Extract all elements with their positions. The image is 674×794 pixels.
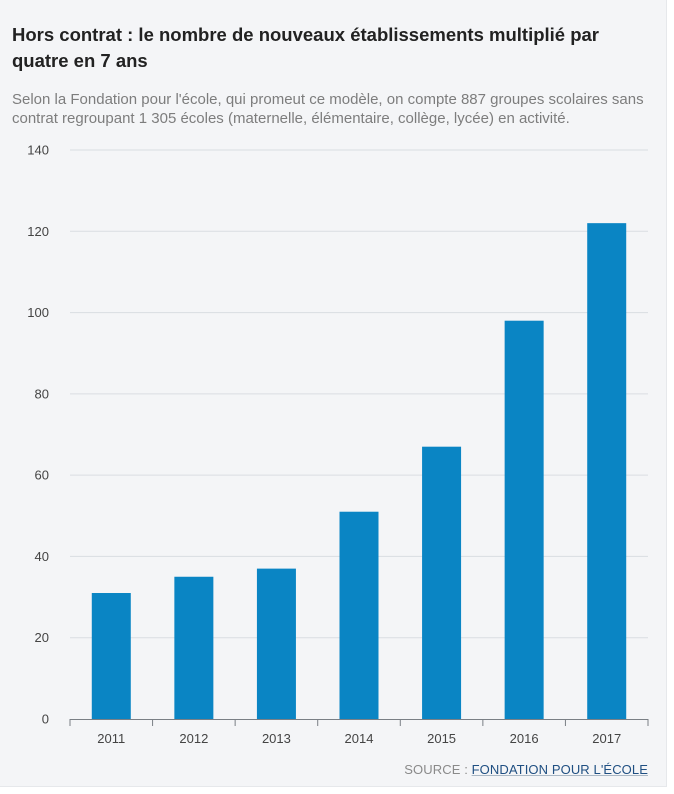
bar <box>174 576 214 719</box>
source-link[interactable]: FONDATION POUR L'ÉCOLE <box>471 762 648 777</box>
source-line: SOURCE : FONDATION POUR L'ÉCOLE <box>404 762 648 777</box>
chart-title: Hors contrat : le nombre de nouveaux éta… <box>12 24 600 71</box>
x-tick-label: 2011 <box>97 731 125 746</box>
chart-subtitle: Selon la Fondation pour l'école, qui pro… <box>12 91 644 127</box>
y-tick-label: 120 <box>27 224 49 239</box>
bar <box>91 593 131 719</box>
y-tick-label: 100 <box>27 305 49 320</box>
bar <box>256 568 296 719</box>
y-tick-label: 140 <box>27 143 49 158</box>
bar-chart: 0 20 40 60 80 100 120 140 2011 2012 2013 2014 2015 20… <box>27 143 649 746</box>
x-tick-label: 2013 <box>262 731 291 746</box>
y-tick-label: 60 <box>35 468 49 483</box>
y-tick-label: 0 <box>42 712 49 727</box>
x-tick-label: 2015 <box>427 731 456 746</box>
bar <box>504 320 544 719</box>
source-prefix: SOURCE : <box>404 762 472 777</box>
x-tick-label: 2016 <box>510 731 539 746</box>
y-tick-label: 40 <box>35 549 49 564</box>
y-tick-label: 80 <box>35 386 49 401</box>
bar <box>587 223 627 719</box>
x-tick-label: 2017 <box>592 731 621 746</box>
bar <box>339 511 379 719</box>
x-tick-label: 2012 <box>179 731 208 746</box>
y-tick-label: 20 <box>35 630 49 645</box>
bar <box>422 446 462 719</box>
x-tick-label: 2014 <box>345 731 374 746</box>
